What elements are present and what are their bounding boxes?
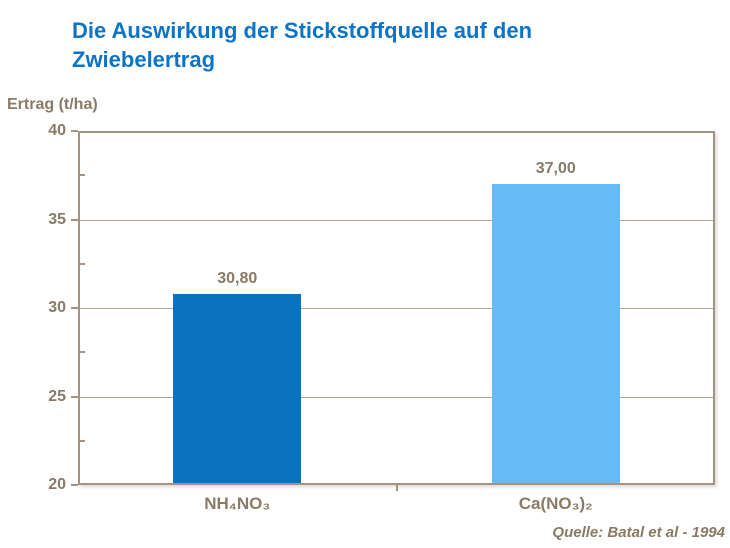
gridline-25 <box>80 396 713 398</box>
ytick-minor-mark-22.5 <box>80 439 85 442</box>
ytick-label-30: 30 <box>48 299 66 316</box>
source-note: Quelle: Batal et al - 1994 <box>552 524 725 541</box>
ytick-mark-40 <box>71 130 78 132</box>
ytick-minor-mark-37.5 <box>80 174 85 177</box>
ytick-minor-mark-32.5 <box>80 262 85 265</box>
chart-title: Die Auswirkung der Stickstoffquelle auf … <box>72 18 533 73</box>
ytick-mark-25 <box>71 395 78 398</box>
ytick-label-40: 40 <box>48 122 66 139</box>
xcat-label-0: NH₄NO₃ <box>204 494 271 513</box>
gridline-30 <box>80 308 713 309</box>
value-label-1: 37,00 <box>535 160 576 178</box>
ytick-label-25: 25 <box>48 387 66 405</box>
bar-Ca(NO₃)₂ <box>491 184 620 483</box>
value-label-0: 30,80 <box>217 269 258 287</box>
xcat-label-1: Ca(NO₃)₂ <box>518 494 593 513</box>
ytick-label-20: 20 <box>48 476 66 493</box>
ytick-mark-20 <box>71 484 78 486</box>
ytick-minor-mark-27.5 <box>80 351 85 354</box>
y-axis-title: Ertrag (t/ha) <box>7 96 98 113</box>
xtick-boundary-1 <box>395 485 398 491</box>
ytick-mark-30 <box>71 307 78 309</box>
ytick-label-35: 35 <box>48 210 66 228</box>
plot-area <box>78 131 715 485</box>
bar-NH₄NO₃ <box>173 293 302 483</box>
gridline-35 <box>80 219 713 221</box>
ytick-mark-35 <box>71 218 78 221</box>
